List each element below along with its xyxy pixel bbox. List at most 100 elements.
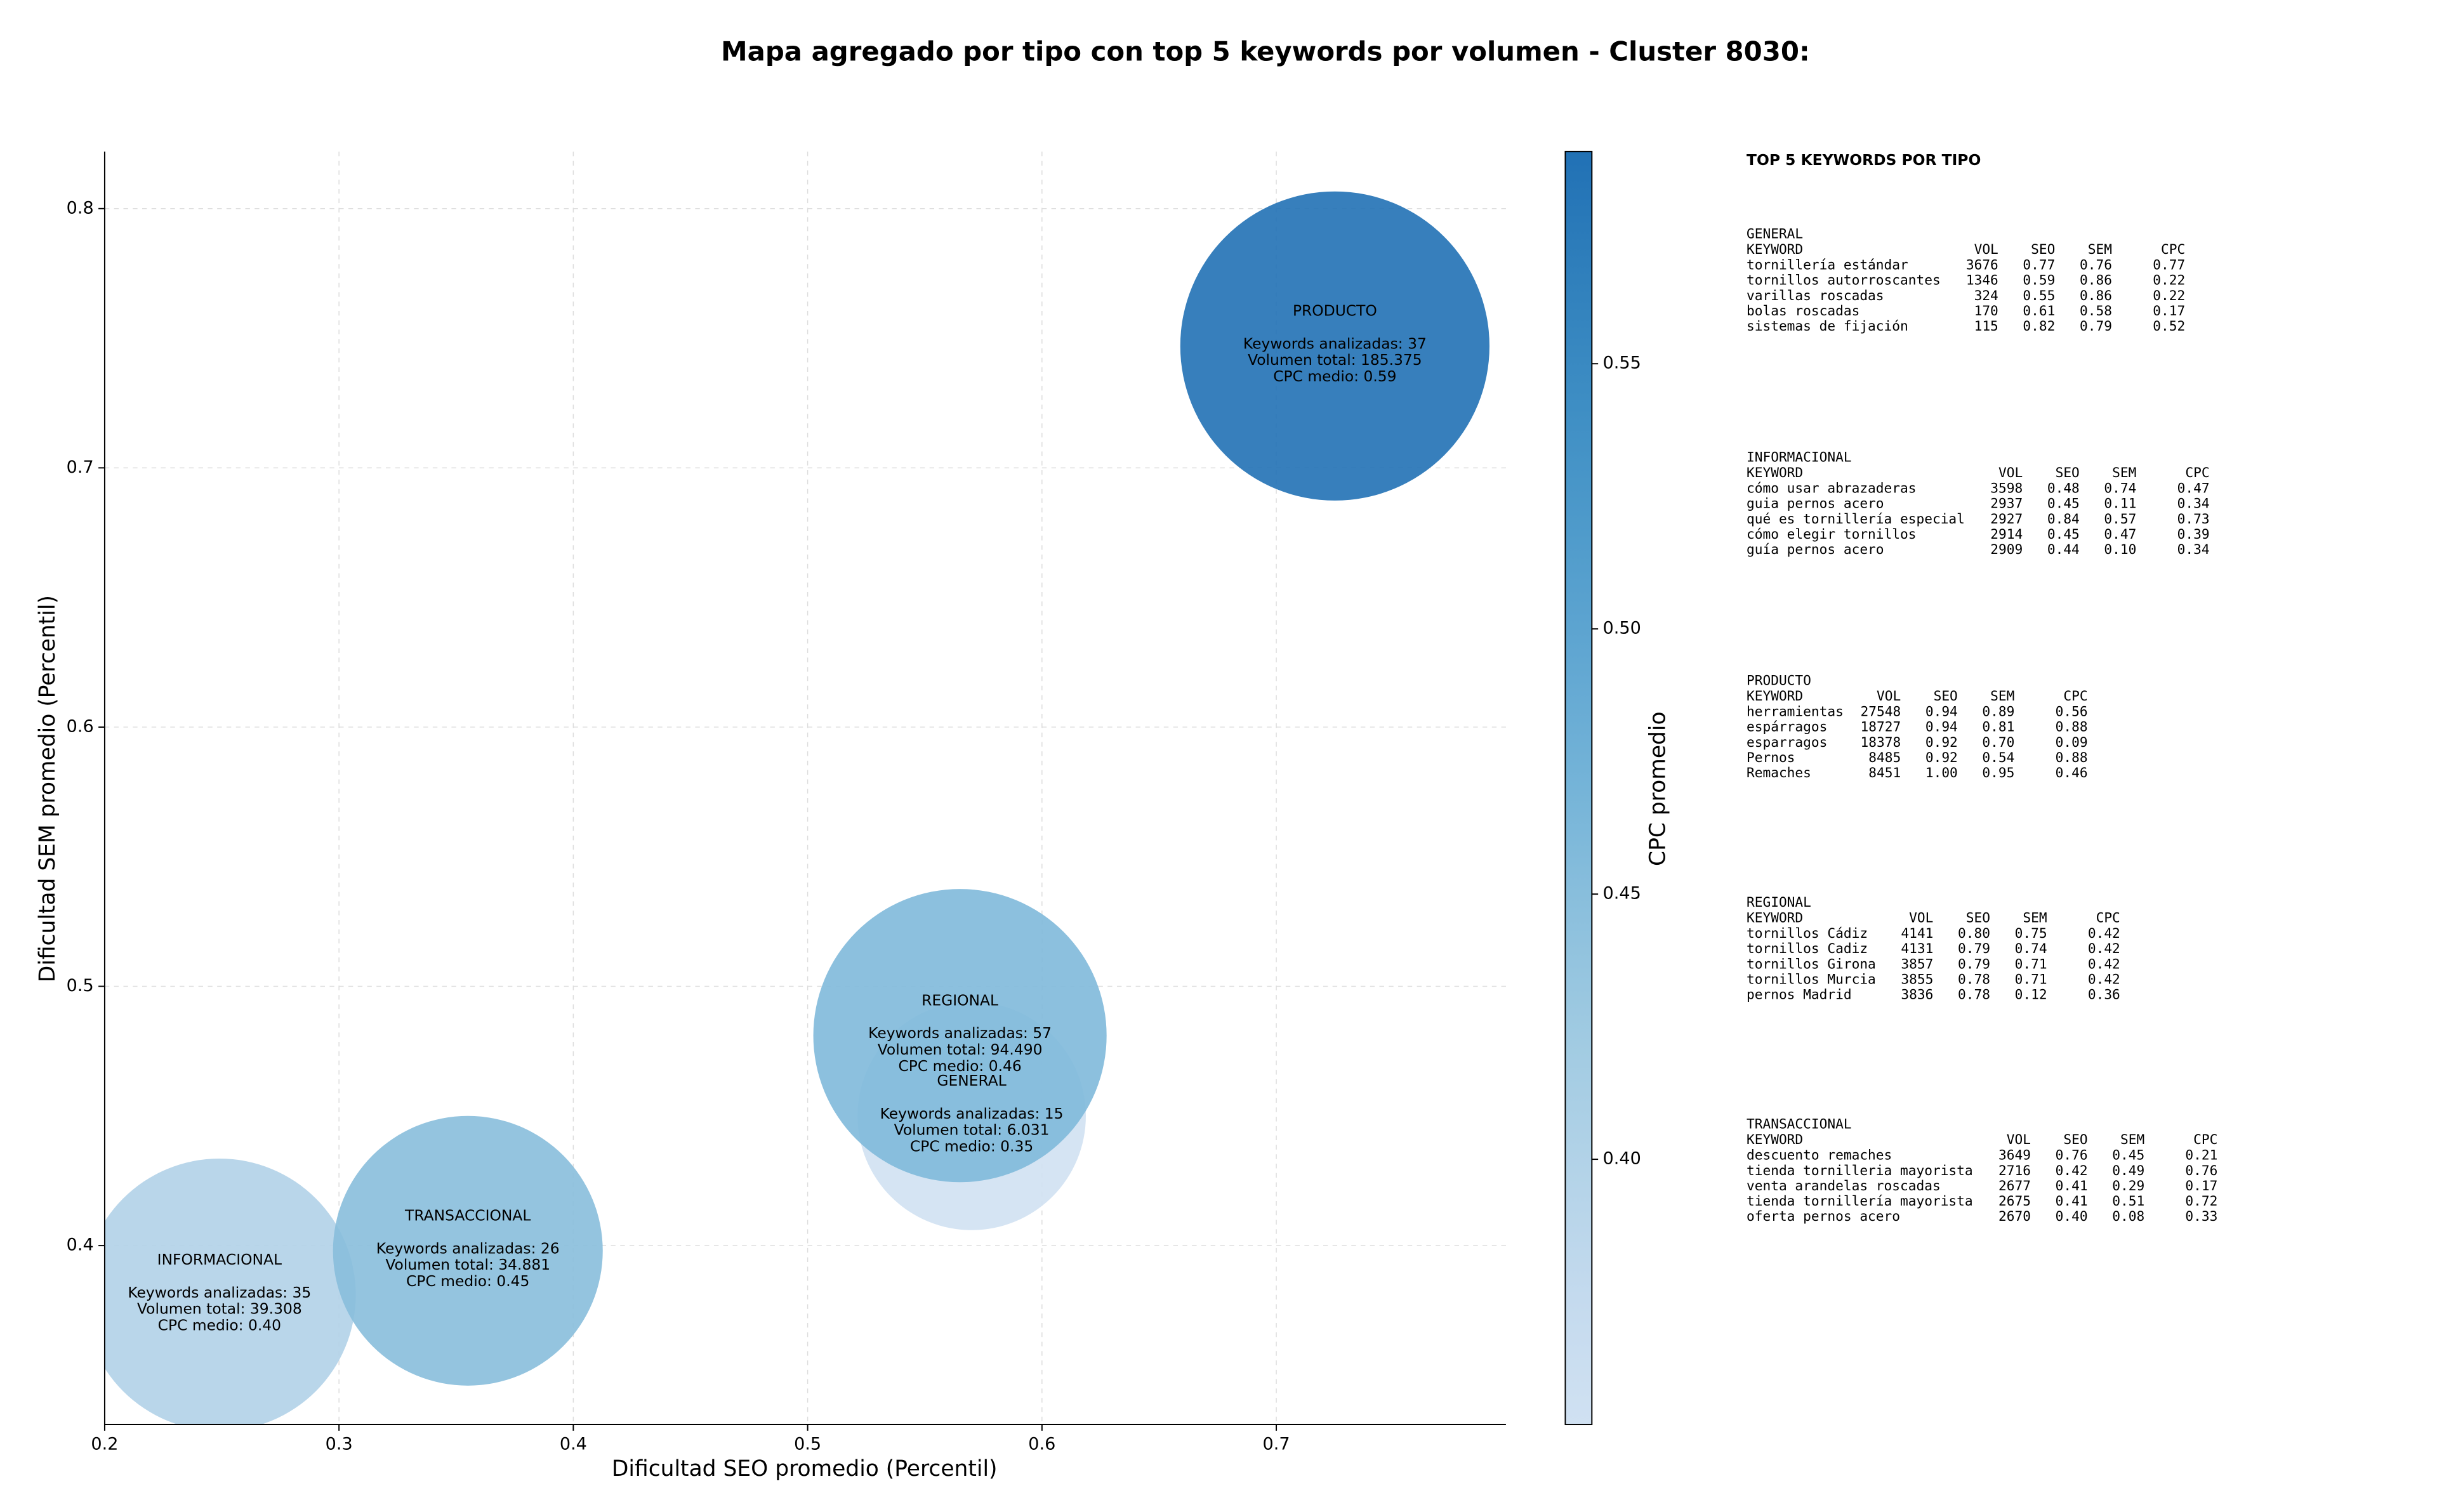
table-cell: 0.79 [1958,940,1990,956]
table-cell: 0.76 [2080,257,2112,273]
bubble [333,1115,603,1386]
table-cell: 3649 [1998,1147,2031,1163]
x-tick-label: 0.2 [91,1435,118,1454]
table-cell: 0.74 [2015,940,2047,956]
column-header: SEM [2023,909,2047,925]
colorbar-tick-label: 0.50 [1603,619,1641,638]
table-cell: 0.74 [2104,480,2136,496]
table-cell: 0.77 [2153,257,2185,273]
column-header: SEM [1990,688,2014,704]
table-cell: 0.94 [1925,719,1958,735]
column-header: SEO [2056,464,2080,480]
table-cell: 0.80 [1958,925,1990,941]
table-cell: 0.36 [2088,987,2120,1003]
table-cell: 0.59 [2023,272,2055,288]
table-cell: 0.76 [2056,1147,2088,1163]
table-cell: pernos Madrid [1747,987,1852,1003]
table-cell: 2909 [1990,541,2023,557]
table-cell: 0.88 [2056,719,2088,735]
table-cell: 0.52 [2153,318,2185,334]
table-cell: 0.41 [2056,1178,2088,1193]
bubble [1180,191,1489,501]
bubble-annotation: Volumen total: 39.308 [137,1300,302,1318]
chart-title: Mapa agregado por tipo con top 5 keyword… [721,36,1810,67]
table-cell: 0.79 [2080,318,2112,334]
table-cell: venta arandelas roscadas [1747,1178,1941,1193]
table-cell: tornillos autorroscantes [1747,272,1941,288]
table-cell: 3855 [1901,971,1933,987]
table-cell: 0.11 [2104,496,2136,511]
table-cell: Remaches [1747,765,1811,780]
table-cell: 2927 [1990,511,2023,527]
table-cell: 0.42 [2088,925,2120,941]
column-header: KEYWORD [1747,1131,1803,1147]
bubble-annotation: Volumen total: 34.881 [385,1256,550,1273]
table-cell: 0.47 [2177,480,2210,496]
table-cell: 0.41 [2056,1193,2088,1209]
x-tick-label: 0.5 [794,1435,821,1454]
table-cell: 0.82 [2023,318,2055,334]
table-cell: 0.94 [1925,704,1958,720]
table-cell: 2937 [1990,496,2023,511]
table-cell: qué es tornillería especial [1747,511,1965,527]
table-cell: tornillos Cádiz [1747,925,1868,941]
table-cell: 0.84 [2047,511,2080,527]
y-tick-label: 0.8 [67,198,94,218]
bubble-name: PRODUCTO [1293,302,1377,320]
x-tick-label: 0.7 [1263,1435,1290,1454]
table-cell: cómo usar abrazaderas [1747,480,1916,496]
table-cell: 0.75 [2015,925,2047,941]
table-cell: 0.45 [2047,526,2080,542]
colorbar-label: CPC promedio [1646,711,1671,865]
x-tick-label: 0.3 [326,1435,353,1454]
table-cell: 0.42 [2088,940,2120,956]
table-cell: tornillos Cadiz [1747,940,1868,956]
table-cell: herramientas [1747,704,1844,720]
table-cell: 0.21 [2185,1147,2217,1163]
table-cell: 0.22 [2153,272,2185,288]
table-cell: 0.88 [2056,749,2088,765]
table-cell: 0.45 [2112,1147,2144,1163]
table-cell: 2716 [1998,1162,2031,1178]
colorbar-tick-label: 0.45 [1603,884,1641,904]
table-cell: 3598 [1990,480,2023,496]
section-name: INFORMACIONAL [1747,449,1852,464]
table-cell: 115 [1974,318,1998,334]
y-axis-label: Dificultad SEM promedio (Percentil) [35,595,60,982]
table-cell: 8485 [1868,749,1901,765]
table-cell: 0.39 [2177,526,2210,542]
bubble-annotation: Volumen total: 6.031 [894,1121,1050,1139]
table-cell: tienda tornilleria mayorista [1747,1162,1973,1178]
table-cell: 2670 [1998,1208,2031,1224]
bubble-annotation: CPC medio: 0.45 [406,1272,529,1290]
section-name: REGIONAL [1747,894,1811,910]
table-cell: 3857 [1901,956,1933,971]
table-cell: 0.71 [2015,971,2047,987]
table-cell: 0.42 [2088,956,2120,971]
table-cell: 0.78 [1958,971,1990,987]
table-cell: 3836 [1901,987,1933,1003]
table-cell: bolas roscadas [1747,303,1859,319]
column-header: KEYWORD [1747,464,1803,480]
colorbar-tick-label: 0.40 [1603,1149,1641,1169]
column-header: CPC [2096,909,2120,925]
table-cell: 1346 [1966,272,1998,288]
column-header: SEO [2031,241,2055,257]
table-cell: 0.70 [1982,734,2014,750]
table-cell: descuento remaches [1747,1147,1892,1163]
table-cell: 0.46 [2056,765,2088,780]
bubble-annotation: Keywords analizadas: 37 [1243,334,1427,352]
table-cell: 0.61 [2023,303,2055,319]
column-header: KEYWORD [1747,241,1803,257]
bubble-name: GENERAL [937,1072,1006,1089]
table-cell: 0.76 [2185,1162,2217,1178]
table-cell: 4131 [1901,940,1933,956]
bubble [104,1159,356,1425]
table-cell: 0.47 [2104,526,2136,542]
table-cell: 3676 [1966,257,1998,273]
column-header: CPC [2063,688,2087,704]
column-header: SEM [2088,241,2112,257]
section-name: PRODUCTO [1747,672,1811,688]
